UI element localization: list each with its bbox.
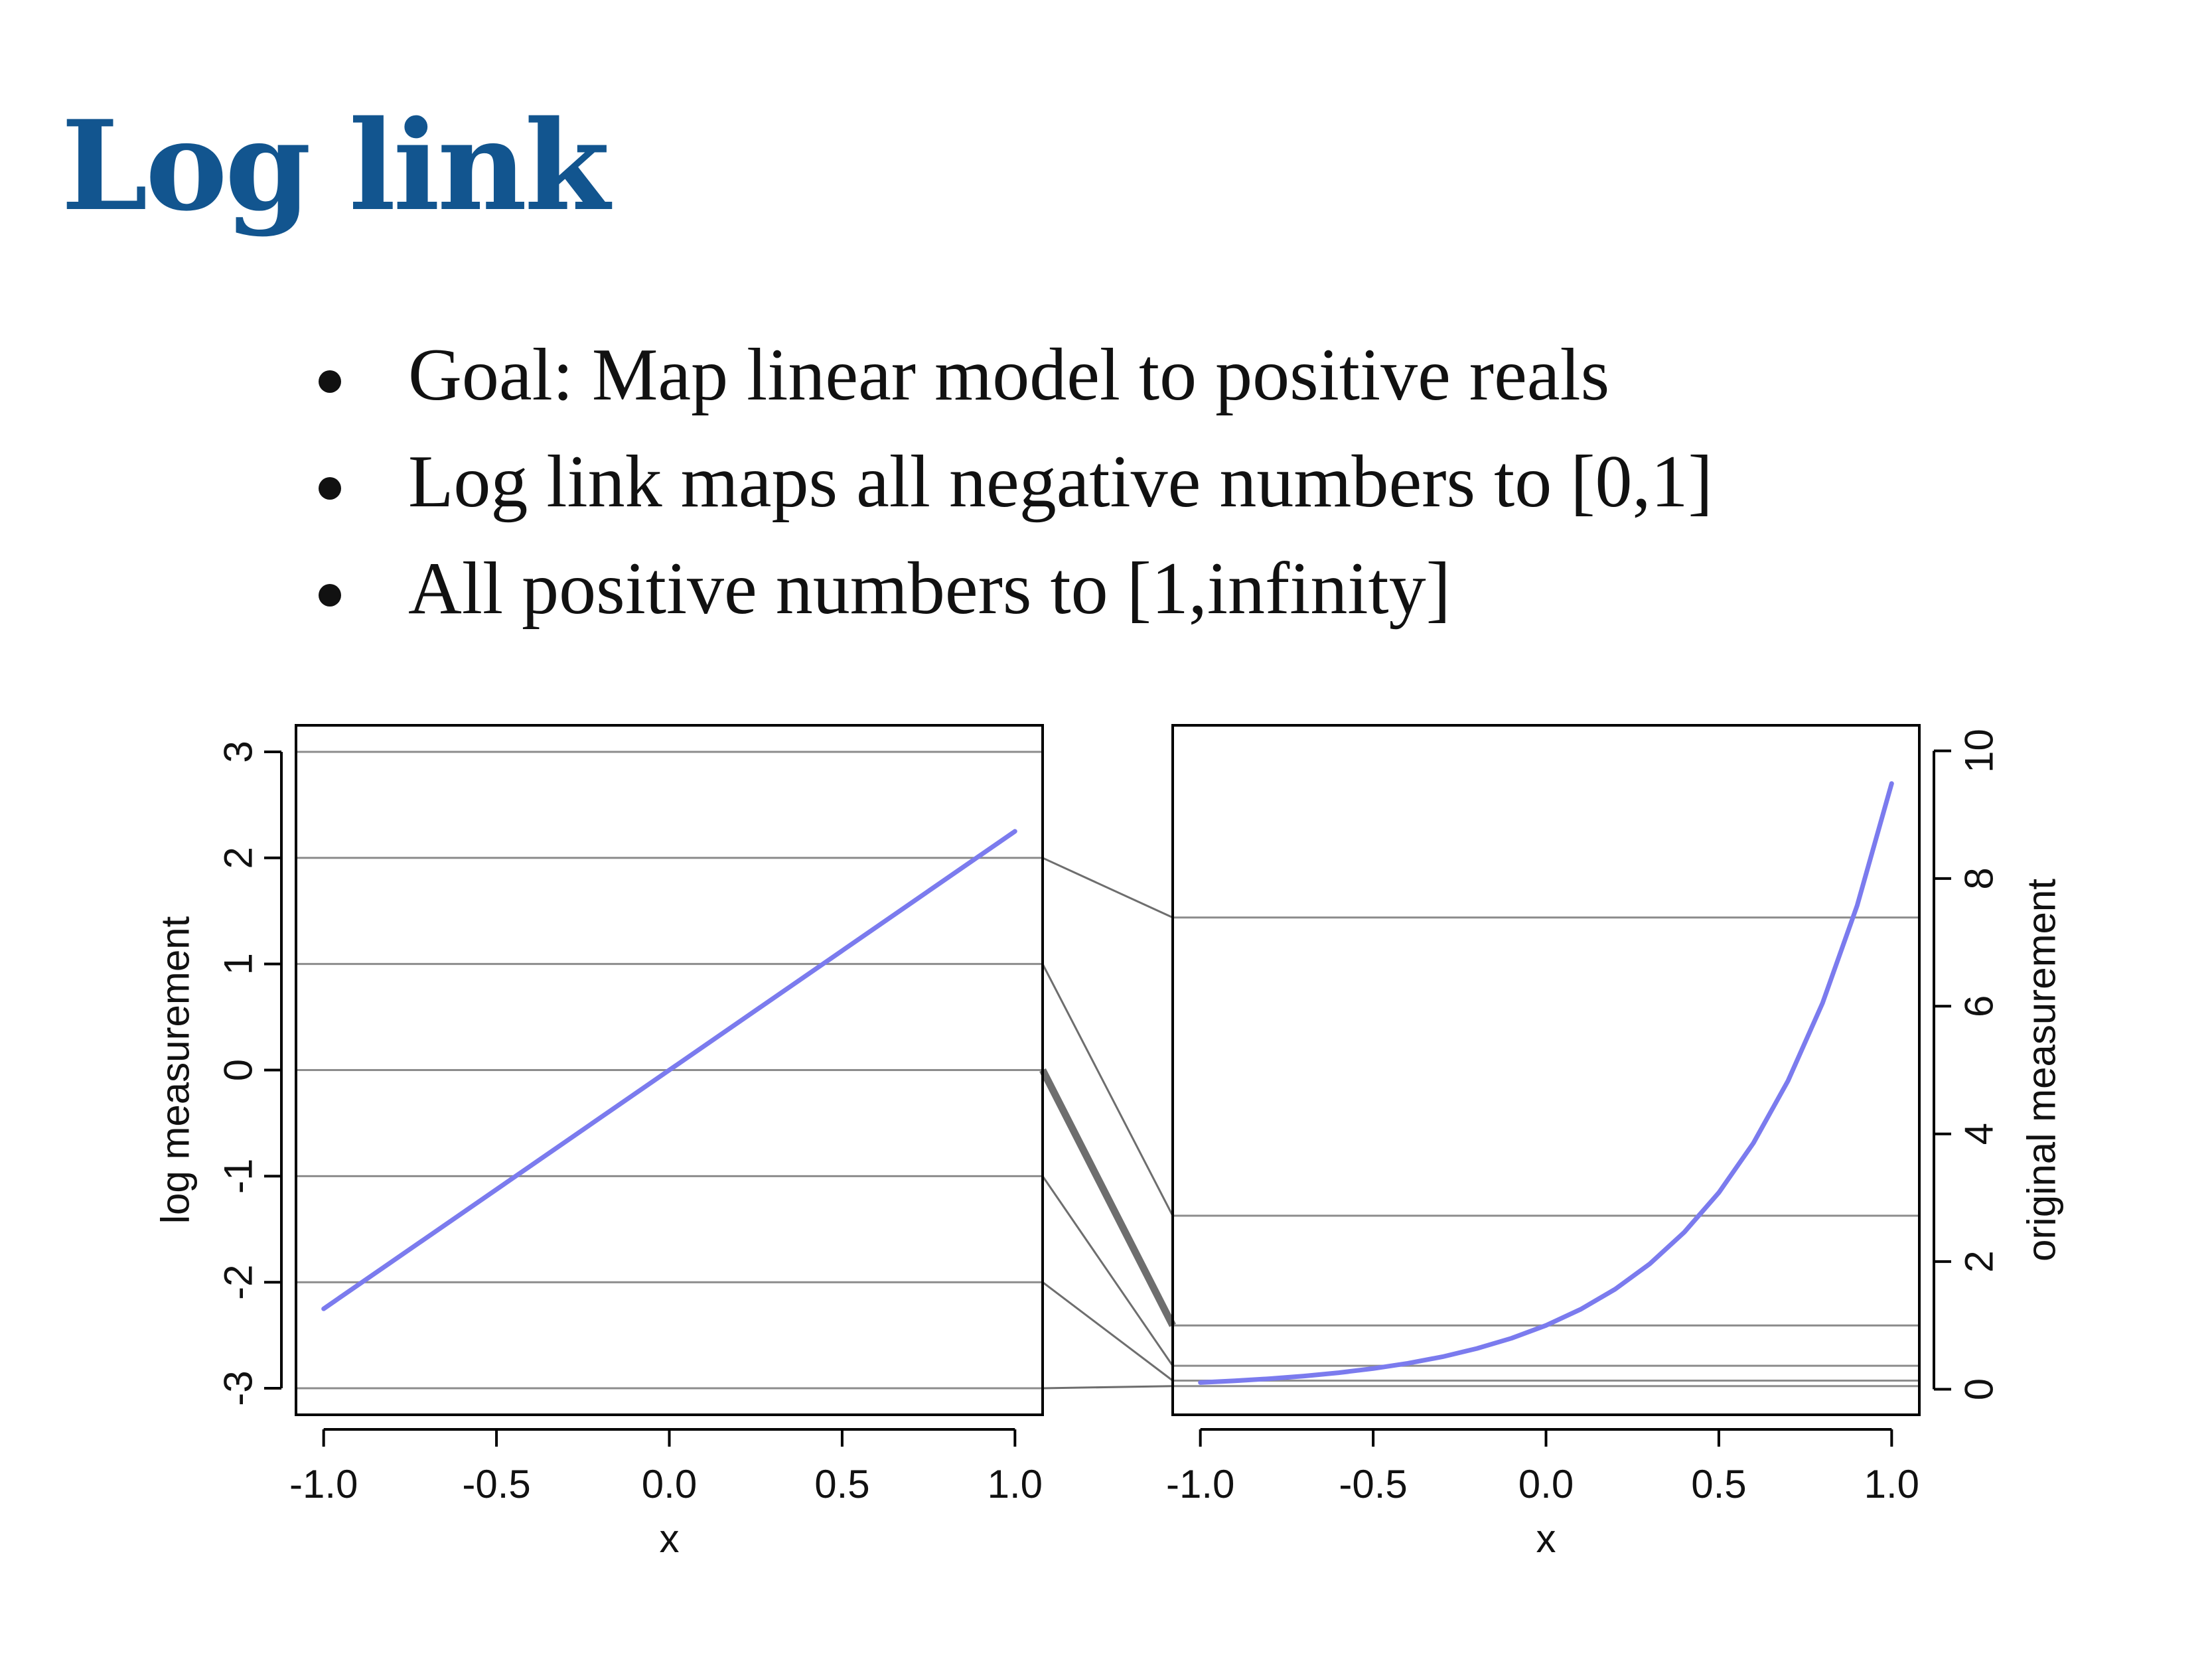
connector-line (1042, 1281, 1173, 1382)
data-line (1198, 781, 1894, 1385)
y-tick-label: -2 (216, 1265, 261, 1300)
bullet-list: Goal: Map linear model to positive reals… (312, 325, 1713, 646)
bullet-dot-icon (319, 477, 341, 500)
right-gridlines (1173, 916, 1919, 1388)
connector-line (1042, 1385, 1173, 1390)
right-y-axis-title: original measurement (2020, 879, 2064, 1262)
left-x-axis: -1.0 -0.5 0.0 0.5 1.0 (289, 1428, 1043, 1506)
x-tick-label: -0.5 (462, 1462, 530, 1506)
bullet-item: All positive numbers to [1,infinity] (312, 539, 1713, 646)
y-tick-label: 8 (1957, 867, 2002, 889)
slide-title: Log link (61, 93, 610, 238)
connector-line (1041, 1175, 1174, 1366)
x-tick-label: 0.5 (1691, 1462, 1746, 1506)
y-tick-label: -1 (216, 1159, 261, 1194)
y-tick-label: 6 (1957, 995, 2002, 1017)
y-tick-label: 0 (1957, 1378, 2002, 1400)
bullet-item: Log link maps all negative numbers to [0… (312, 432, 1713, 539)
left-y-axis: -3 -2 -1 0 1 2 3 (216, 741, 283, 1406)
x-tick-label: 0.5 (814, 1462, 869, 1506)
y-tick-label: 10 (1957, 729, 2002, 773)
bullet-item: Goal: Map linear model to positive reals (312, 325, 1713, 432)
left-gridlines (296, 751, 1043, 1390)
left-chart: -1.0 -0.5 0.0 0.5 1.0 -3 -2 -1 0 1 2 3 x log measu… (153, 724, 1044, 1561)
bullet-text: Goal: Map linear model to positive reals (408, 334, 1610, 416)
y-tick-label: 2 (1957, 1250, 2002, 1272)
left-y-axis-title: log measurement (153, 916, 198, 1224)
x-tick-label: -0.5 (1339, 1462, 1407, 1506)
right-series (1198, 781, 1894, 1385)
x-tick-label: 0.0 (1518, 1462, 1574, 1506)
left-series (321, 829, 1017, 1311)
bullet-dot-icon (319, 370, 341, 393)
y-tick-label: 3 (216, 741, 261, 762)
right-y-axis: 0 2 4 6 8 10 (1933, 729, 2002, 1400)
left-x-axis-title: x (660, 1516, 680, 1561)
connector-lines (1039, 857, 1176, 1390)
bullet-text: All positive numbers to [1,infinity] (408, 547, 1451, 630)
right-chart: -1.0 -0.5 0.0 0.5 1.0 0 2 4 6 8 10 x original mea… (1166, 724, 2064, 1561)
right-plot-frame (1171, 724, 1921, 1416)
right-x-axis: -1.0 -0.5 0.0 0.5 1.0 (1166, 1428, 1919, 1506)
y-tick-label: -3 (216, 1370, 261, 1406)
y-tick-label: 1 (216, 953, 261, 975)
left-plot-frame (295, 724, 1044, 1416)
connector-line (1042, 857, 1173, 919)
x-tick-label: 0.0 (642, 1462, 697, 1506)
x-tick-label: 1.0 (1864, 1462, 1919, 1506)
right-x-axis-title: x (1536, 1516, 1556, 1561)
y-tick-label: 4 (1957, 1123, 2002, 1145)
x-tick-label: -1.0 (1166, 1462, 1234, 1506)
bullet-dot-icon (319, 584, 341, 607)
x-tick-label: 1.0 (988, 1462, 1043, 1506)
data-line (321, 829, 1017, 1311)
bullet-text: Log link maps all negative numbers to [0… (408, 441, 1713, 523)
x-tick-label: -1.0 (289, 1462, 358, 1506)
connector-line (1041, 963, 1174, 1216)
connector-line (1039, 1068, 1176, 1327)
y-tick-label: 0 (216, 1059, 261, 1081)
y-tick-label: 2 (216, 847, 261, 869)
